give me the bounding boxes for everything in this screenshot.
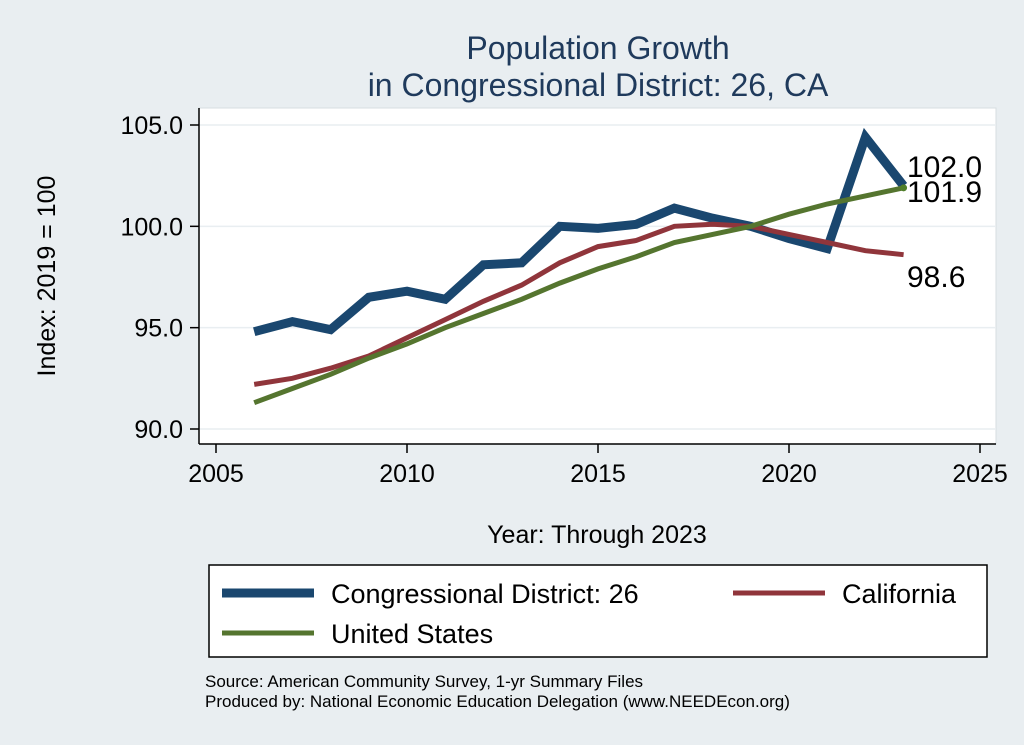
source-note: Source: American Community Survey, 1-yr … [205,672,643,691]
end-labels: 102.0 98.6 101.9 [907,151,982,294]
x-axis-title: Year: Through 2023 [487,521,707,549]
series-line-3 [253,185,905,406]
series-line-2 [253,221,904,387]
produced-by-note: Produced by: National Economic Education… [205,692,790,711]
x-tick-label: 2005 [188,460,244,488]
x-tick-label: 2010 [379,460,435,488]
legend: Congressional District: 26 California Unit… [222,579,957,649]
series-lines [253,127,908,406]
series-line-1 [253,127,908,337]
x-tick-label: 2015 [570,460,626,488]
legend-box [208,564,988,658]
chart-title-line-2: in Congressional District: 26, CA [368,67,829,103]
x-tick-label: 2025 [952,460,1008,488]
y-tick-label: 95.0 [134,315,183,343]
y-tick-label: 105.0 [120,112,183,140]
end-label-series-1: 102.0 [907,151,982,184]
y-axis-title: Index: 2019 = 100 [33,176,61,377]
endpoint-marker [900,184,908,192]
chart-title-line-1: Population Growth [466,30,729,66]
end-label-series-3: 101.9 [907,176,982,209]
x-tick-label: 2020 [761,460,817,488]
legend-label-2: California [842,579,957,609]
axes: 90.0 95.0 100.0 105.0 2005 2010 2015 2020 2025 [120,108,1008,488]
y-tick-label: 90.0 [134,416,183,444]
legend-label-3: United States [331,619,493,649]
end-label-series-2: 98.6 [907,261,965,294]
y-tick-label: 100.0 [120,213,183,241]
plot-area [198,107,997,445]
legend-label-1: Congressional District: 26 [331,579,639,609]
